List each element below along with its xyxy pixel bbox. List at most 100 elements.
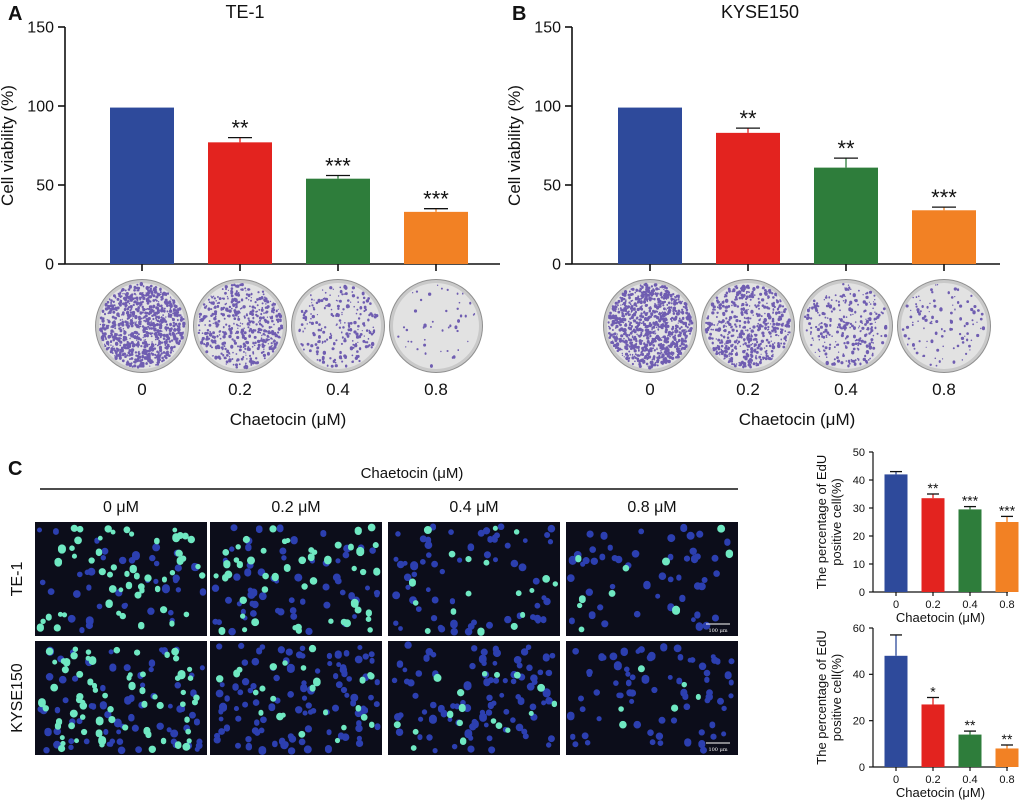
y-tick-label: 10 <box>853 559 865 571</box>
panel-a-title: TE-1 <box>225 2 264 22</box>
y-axis-label-line: positive cell(%) <box>829 478 844 565</box>
bar-0.4 <box>958 734 982 767</box>
panel-c-header: Chaetocin (μM) <box>361 465 464 482</box>
x-tick-label: 0 <box>893 599 899 611</box>
significance-marker: *** <box>325 154 351 179</box>
edu-micrograph <box>35 522 207 636</box>
significance-marker: ** <box>739 106 757 131</box>
edu-positive-nuclei <box>36 524 206 632</box>
significance-marker: *** <box>999 502 1016 518</box>
significance-marker: ** <box>965 717 976 733</box>
y-axis-label-line: The percentage of EdU <box>814 455 829 589</box>
significance-marker: *** <box>962 493 979 509</box>
y-tick-label: 50 <box>36 178 54 195</box>
dapi-nuclei <box>567 523 731 631</box>
colony-dose-label: 0.2 <box>736 380 760 399</box>
panel-letter-a: A <box>8 3 22 25</box>
bar-0.8 <box>912 210 976 264</box>
y-axis-label: Cell viability (%) <box>0 85 17 206</box>
bar-0 <box>110 107 174 264</box>
chart-c-edu-te1: 0 10 20 30 40 50 The percentage of EdU positive… <box>814 447 1019 625</box>
colony-plates-kyse150 <box>603 279 991 373</box>
dapi-nuclei <box>211 524 381 636</box>
colony-dots <box>804 283 888 368</box>
y-tick-label: 0 <box>552 257 561 274</box>
micrograph-row-labels: TE-1 KYSE150 <box>9 562 26 733</box>
y-tick-label: 150 <box>27 20 54 37</box>
bar-0 <box>884 474 908 592</box>
colony-plates-te1 <box>95 279 483 373</box>
x-tick-label: 0.8 <box>999 599 1014 611</box>
y-tick-label: 0 <box>859 762 865 774</box>
panel-b-title: KYSE150 <box>721 2 799 22</box>
colony-dose-label: 0 <box>645 380 654 399</box>
colony-dots <box>704 284 791 369</box>
bar-0.8 <box>995 522 1019 592</box>
y-axis-label: Cell viability (%) <box>505 85 524 206</box>
colony-dose-label: 0.2 <box>228 380 252 399</box>
colony-dose-label: 0.4 <box>834 380 858 399</box>
y-tick-label: 20 <box>853 531 865 543</box>
y-tick-label: 40 <box>853 669 865 681</box>
edu-micrograph-grid: 100 μm 100 μm <box>35 522 738 756</box>
x-tick-label: 0.4 <box>962 774 977 786</box>
bar-0 <box>618 107 682 264</box>
colony-dose-label: 0 <box>137 380 146 399</box>
x-axis-label: Chaetocin (μM) <box>896 785 985 800</box>
dapi-nuclei <box>37 646 205 755</box>
dapi-nuclei <box>392 523 556 636</box>
colony-dose-labels-b: 0 0.2 0.4 0.8 <box>645 380 956 399</box>
bar-0.2 <box>208 142 272 264</box>
y-tick-label: 60 <box>853 623 865 635</box>
panel-letter-c: C <box>8 458 22 480</box>
bar-0.8 <box>404 211 468 264</box>
y-axis-label-line: The percentage of EdU <box>814 630 829 764</box>
x-axis-label: Chaetocin (μM) <box>896 610 985 625</box>
x-tick-label: 0.2 <box>925 599 940 611</box>
colony-dots <box>607 282 694 370</box>
colony-dose-labels-a: 0 0.2 0.4 0.8 <box>137 380 448 399</box>
plate-inner <box>901 283 987 369</box>
micrograph-column-labels: 0 μM 0.2 μM 0.4 μM 0.8 μM <box>103 499 677 516</box>
dapi-nuclei <box>566 643 735 754</box>
panel-b-xlabel: Chaetocin (μM) <box>739 410 856 429</box>
significance-marker: ** <box>1002 731 1013 747</box>
significance-marker: ** <box>231 116 249 141</box>
y-tick-label: 30 <box>853 503 865 515</box>
micrograph-row-label: TE-1 <box>9 562 26 597</box>
colony-dots <box>197 283 284 370</box>
bar-0.2 <box>921 498 945 592</box>
colony-dose-label: 0.4 <box>326 380 350 399</box>
x-tick-label: 0.8 <box>999 774 1014 786</box>
micrograph-column-label: 0.8 μM <box>627 499 676 516</box>
colony-dots <box>298 284 379 368</box>
plate-inner <box>393 283 479 369</box>
bar-0.2 <box>716 132 780 264</box>
x-tick-label: 0.2 <box>925 774 940 786</box>
y-axis-label-line: positive cell(%) <box>829 654 844 741</box>
panel-letter-b: B <box>512 3 526 25</box>
significance-marker: ** <box>837 136 855 161</box>
colony-dose-label: 0.8 <box>424 380 448 399</box>
micrograph-column-label: 0.2 μM <box>271 499 320 516</box>
significance-marker: *** <box>423 187 449 212</box>
significance-marker: *** <box>931 185 957 210</box>
scale-bar-label: 100 μm <box>708 747 727 753</box>
y-tick-label: 0 <box>859 587 865 599</box>
y-tick-label: 20 <box>853 716 865 728</box>
y-tick-label: 100 <box>27 99 54 116</box>
y-tick-label: 50 <box>543 178 561 195</box>
micrograph-column-label: 0 μM <box>103 499 139 516</box>
colony-dose-label: 0.8 <box>932 380 956 399</box>
y-tick-label: 150 <box>534 20 561 37</box>
bar-0.2 <box>921 704 945 767</box>
edu-positive-nuclei <box>38 646 200 754</box>
bar-0.4 <box>306 178 370 264</box>
dapi-nuclei <box>391 641 556 754</box>
significance-marker: ** <box>928 480 939 496</box>
panel-a-xlabel: Chaetocin (μM) <box>230 410 347 429</box>
x-tick-label: 0.4 <box>962 599 977 611</box>
y-tick-label: 100 <box>534 99 561 116</box>
